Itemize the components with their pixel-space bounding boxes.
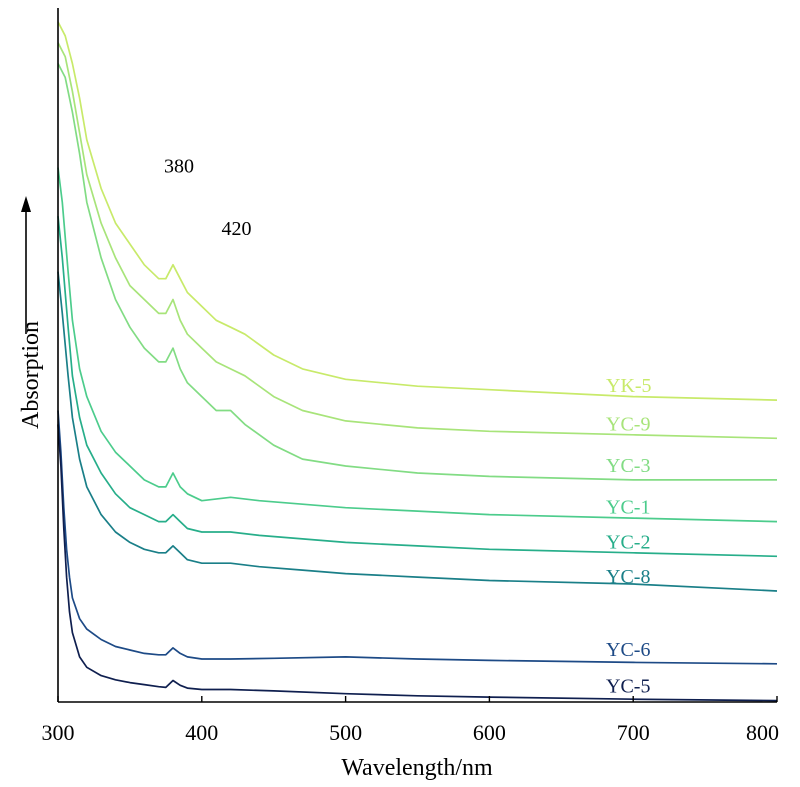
series-label-yc-2: YC-2 <box>606 531 650 553</box>
x-tick-label-700: 700 <box>617 720 650 745</box>
series-label-yc-8: YC-8 <box>606 566 650 588</box>
series-label-yc-5: YC-5 <box>606 676 650 698</box>
y-axis-arrow <box>21 196 31 334</box>
series-label-layer: YK-5 YC-9 YC-3 YC-1 YC-2 YC-8 YC-6 YC-5 <box>606 375 652 698</box>
series-line-yc-5 <box>57 424 778 702</box>
series-label-yc-6: YC-6 <box>606 639 650 661</box>
series-label-yc-3: YC-3 <box>606 455 650 477</box>
series-label-yk-5: YK-5 <box>606 375 652 397</box>
x-tick-label-500: 500 <box>329 720 362 745</box>
series-label-yc-1: YC-1 <box>606 497 650 519</box>
y-axis-title: Absorption <box>18 321 44 429</box>
x-axis-title: Wavelength/nm <box>341 755 493 781</box>
annotation-420: 420 <box>222 218 252 240</box>
annotation-380: 380 <box>164 156 194 178</box>
series-label-yc-9: YC-9 <box>606 413 650 435</box>
series-line-yc-1 <box>57 167 778 523</box>
series-line-yc-2 <box>57 216 778 558</box>
series-line-yc-3 <box>57 63 777 481</box>
series-layer <box>57 21 778 702</box>
series-line-yk-5 <box>57 21 778 401</box>
x-tick-label-800: 800 <box>746 720 779 745</box>
series-line-yc-6 <box>57 410 778 665</box>
series-line-yc-9 <box>57 42 778 440</box>
x-tick-label-600: 600 <box>473 720 506 745</box>
x-tick-label-300: 300 <box>42 720 75 745</box>
series-line-yc-8 <box>57 271 778 592</box>
x-tick-label-400: 400 <box>185 720 218 745</box>
x-tick-layer: 300 400 500 600 700 800 <box>42 696 779 745</box>
annotation-layer: 380 420 <box>164 156 252 240</box>
